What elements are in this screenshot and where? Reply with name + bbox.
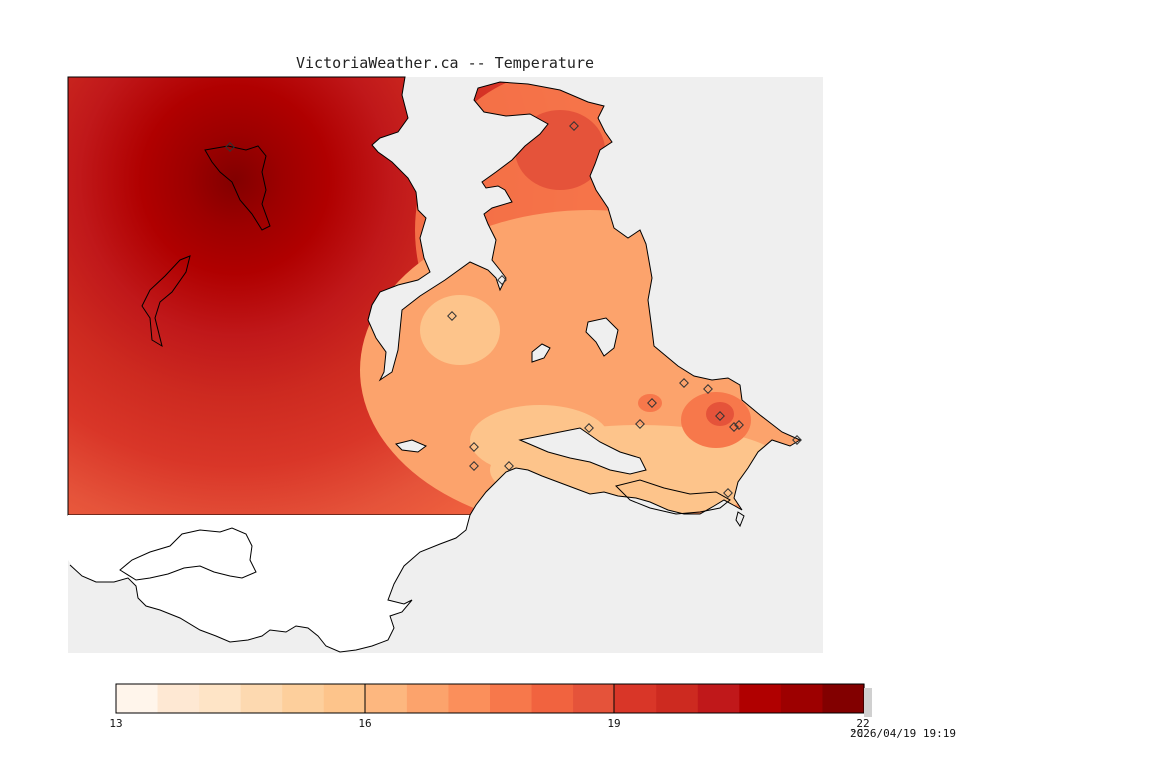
color-scale-swatch bbox=[531, 684, 574, 713]
color-scale-swatch bbox=[780, 684, 824, 713]
station-markers bbox=[225, 121, 802, 498]
station-marker[interactable] bbox=[679, 378, 689, 388]
scale-tick-label: 16 bbox=[358, 717, 372, 730]
map-title: VictoriaWeather.ca -- Temperature bbox=[295, 54, 594, 72]
color-scale-swatch bbox=[490, 684, 533, 713]
color-scale-swatch bbox=[614, 684, 657, 713]
color-scale-swatch bbox=[822, 684, 865, 713]
color-scale-swatch bbox=[406, 684, 450, 713]
island-north bbox=[204, 145, 271, 231]
station-marker[interactable] bbox=[469, 461, 479, 471]
harbour-inlet bbox=[518, 427, 647, 475]
color-scale-swatch bbox=[282, 684, 325, 713]
color-scale-swatch bbox=[240, 684, 283, 713]
station-marker[interactable] bbox=[225, 142, 235, 152]
island-lake-2 bbox=[531, 343, 551, 363]
color-scale-swatch bbox=[697, 684, 740, 713]
scale-tick-label: 19 bbox=[607, 717, 621, 730]
station-marker[interactable] bbox=[635, 419, 645, 429]
station-marker[interactable] bbox=[703, 384, 713, 394]
coastline-outside-domain bbox=[69, 514, 471, 653]
islet-south bbox=[735, 511, 745, 528]
island-west bbox=[141, 255, 191, 348]
station-marker[interactable] bbox=[729, 422, 739, 432]
station-marker[interactable] bbox=[792, 435, 802, 445]
island-lake-1 bbox=[585, 317, 619, 357]
station-marker[interactable] bbox=[469, 442, 479, 452]
station-marker[interactable] bbox=[569, 121, 579, 131]
scale-tick-label: 22 bbox=[856, 717, 870, 730]
station-marker[interactable] bbox=[584, 423, 594, 433]
color-scale-swatches bbox=[116, 684, 865, 713]
island-lake-3 bbox=[395, 439, 427, 453]
color-scale-swatch bbox=[199, 684, 242, 713]
island-outside-domain bbox=[119, 527, 257, 581]
color-scale-swatch bbox=[116, 684, 159, 713]
island-south bbox=[615, 479, 731, 515]
station-marker[interactable] bbox=[497, 275, 507, 285]
station-marker[interactable] bbox=[734, 420, 744, 430]
color-scale-swatch bbox=[739, 684, 782, 713]
timestamp: 2026/04/19 19:19 bbox=[850, 727, 956, 740]
color-scale-swatch bbox=[448, 684, 491, 713]
color-scale-swatch bbox=[157, 684, 200, 713]
color-scale-swatch bbox=[365, 684, 408, 713]
color-scale-swatch bbox=[323, 684, 366, 713]
color-scale-swatch bbox=[656, 684, 699, 713]
color-scale-shadow bbox=[864, 688, 872, 717]
station-marker[interactable] bbox=[715, 411, 725, 421]
color-scale-swatch bbox=[573, 684, 616, 713]
station-marker[interactable] bbox=[647, 398, 657, 408]
scale-tick-label: 13 bbox=[109, 717, 123, 730]
station-marker[interactable] bbox=[447, 311, 457, 321]
station-marker[interactable] bbox=[504, 461, 514, 471]
units-label: °C bbox=[850, 727, 864, 740]
station-marker[interactable] bbox=[723, 488, 733, 498]
